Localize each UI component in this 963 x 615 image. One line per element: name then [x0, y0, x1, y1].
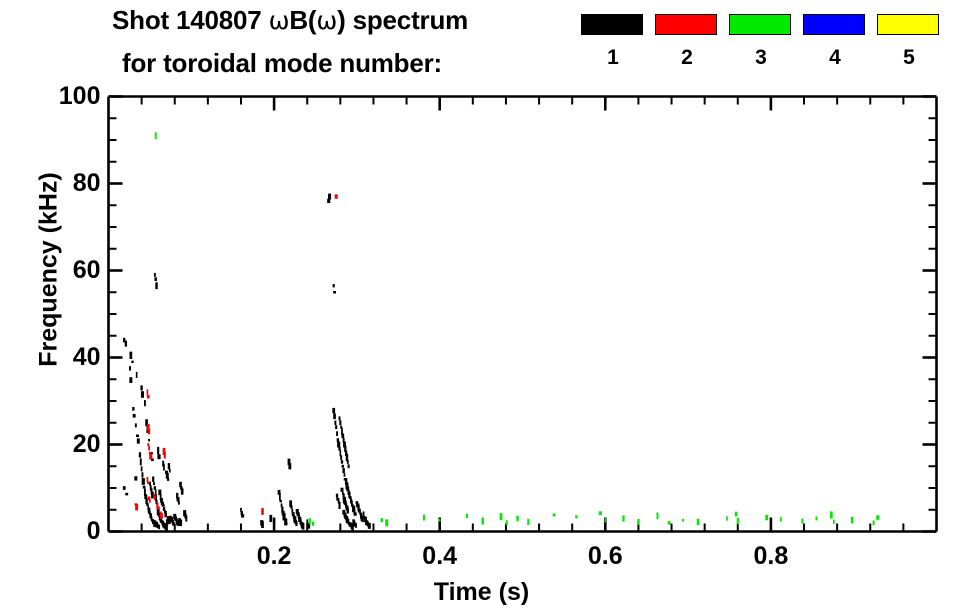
title-shot-text: Shot 140807 — [112, 5, 269, 35]
y-tick-label-100: 100 — [58, 81, 101, 110]
legend-swatch-3 — [729, 14, 791, 35]
title-b-text: B( — [289, 5, 317, 35]
legend-swatch-5 — [877, 14, 939, 35]
y-axis-ticks — [108, 95, 937, 533]
title-spectrum-text: ) spectrum — [337, 5, 469, 35]
x-tick-label-0.2: 0.2 — [256, 541, 292, 570]
legend-swatch-4 — [803, 14, 865, 35]
x-tick-label-0.6: 0.6 — [587, 541, 623, 570]
series-mode-2 — [134, 194, 338, 519]
legend-swatch-1 — [581, 14, 643, 35]
x-tick-label-0.4: 0.4 — [422, 541, 458, 570]
y-tick-label-20: 20 — [72, 429, 101, 458]
legend-swatch-2 — [655, 14, 717, 35]
x-tick-label-0.8: 0.8 — [753, 541, 789, 570]
y-tick-label-60: 60 — [72, 255, 101, 284]
legend-label-2: 2 — [681, 46, 693, 69]
legend-label-4: 4 — [829, 46, 841, 69]
y-tick-label-40: 40 — [72, 342, 101, 371]
series-mode-3 — [154, 132, 880, 527]
legend-entry-2[interactable]: 2 — [655, 14, 719, 68]
y-tick-label-0: 0 — [86, 516, 101, 545]
legend-entry-4[interactable]: 4 — [803, 14, 867, 68]
chart-title-line-2: for toroidal mode number: — [122, 48, 443, 78]
legend: 1 2 3 4 5 — [581, 14, 941, 86]
axis-frame — [107, 95, 938, 533]
legend-label-5: 5 — [903, 46, 915, 69]
x-axis-label: Time (s) — [433, 578, 530, 606]
legend-entry-1[interactable]: 1 — [581, 14, 645, 68]
chart-title-line-1: Shot 140807 ωB(ω) spectrum — [112, 5, 468, 36]
legend-entry-5[interactable]: 5 — [877, 14, 941, 68]
legend-label-1: 1 — [607, 46, 619, 69]
omega-symbol-2: ω — [316, 6, 338, 35]
omega-symbol-1: ω — [268, 6, 290, 35]
y-tick-label-80: 80 — [72, 168, 101, 197]
series-mode-1 — [122, 193, 371, 531]
legend-entry-3[interactable]: 3 — [729, 14, 793, 68]
x-axis-ticks — [107, 96, 938, 532]
legend-label-3: 3 — [755, 46, 767, 69]
